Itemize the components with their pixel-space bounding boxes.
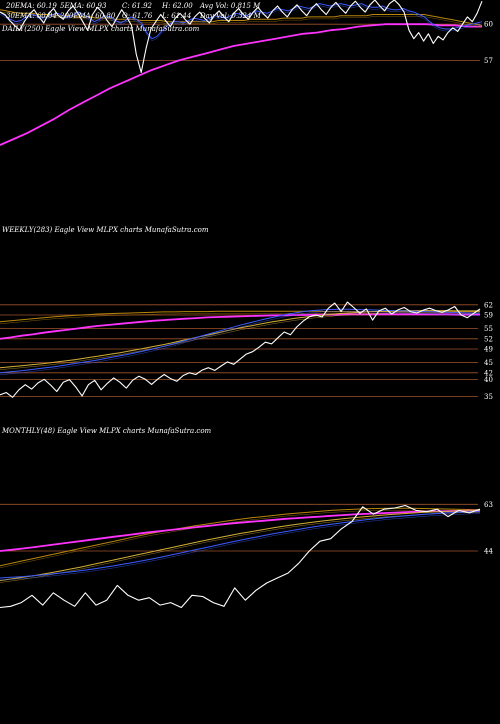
weekly-tick-label-6: 42 bbox=[484, 369, 493, 377]
weekly-tick-label-7: 40 bbox=[484, 376, 493, 384]
monthly-series-line-0 bbox=[0, 504, 481, 609]
ema-mid-bottom-label: 200EMA: 60.80 bbox=[60, 12, 116, 20]
daily-series-shadow-2 bbox=[0, 11, 483, 28]
monthly-caption: MONTHLY(48) Eagle View MLPX charts Munaf… bbox=[2, 427, 212, 435]
weekly-tick-label-3: 52 bbox=[484, 335, 493, 343]
weekly-tick-label-8: 35 bbox=[484, 393, 493, 401]
avg-vol-label: Avg Vol: 0.815 M bbox=[200, 2, 261, 10]
ema30-label: 30EMA: 60.04 bbox=[6, 12, 57, 20]
monthly-series-line-2 bbox=[0, 509, 481, 581]
high-label: H: 62.00 bbox=[162, 2, 193, 10]
weekly-series-shadow-2 bbox=[0, 312, 480, 370]
ema20-label: 20EMA: 60.19 bbox=[6, 2, 57, 10]
daily-caption: DAILY(250) Eagle View MLPX charts Munafa… bbox=[2, 25, 200, 33]
weekly-series-line-1 bbox=[0, 308, 481, 374]
weekly-series-line-0 bbox=[0, 301, 481, 398]
weekly-tick-label-4: 49 bbox=[484, 346, 493, 354]
daily-series-shadow-1 bbox=[0, 5, 483, 42]
weekly-caption: WEEKLY(283) Eagle View MLPX charts Munaf… bbox=[2, 226, 209, 234]
daily-tick-label-1: 57 bbox=[484, 57, 493, 65]
daily-series-line-0 bbox=[0, 0, 483, 74]
weekly-tick-label-2: 55 bbox=[484, 325, 493, 333]
open-label: O: 61.76 bbox=[122, 12, 153, 20]
monthly-tick-label-0: 63 bbox=[484, 501, 493, 509]
weekly-series-line-3 bbox=[0, 313, 480, 340]
monthly-series-line-4 bbox=[0, 507, 481, 567]
weekly-tick-label-0: 62 bbox=[484, 301, 493, 309]
monthly-series-shadow-1 bbox=[0, 513, 481, 581]
weekly-tick-label-1: 59 bbox=[484, 312, 493, 320]
monthly-series-shadow-4 bbox=[0, 509, 481, 569]
close-label: C: 61.92 bbox=[122, 2, 152, 10]
daily-series-line-3 bbox=[0, 23, 482, 146]
monthly-series-line-1 bbox=[0, 511, 481, 579]
ema-mid-top-label: 5EMA: 60.93 bbox=[60, 2, 107, 10]
weekly-tick-label-5: 45 bbox=[484, 359, 493, 367]
monthly-tick-label-1: 44 bbox=[484, 548, 493, 556]
daily-tick-label-0: 60 bbox=[484, 21, 493, 29]
low-label: L: 61.44 bbox=[162, 12, 192, 20]
weekly-series-shadow-1 bbox=[0, 310, 481, 376]
day-vol-label: Day Vol: 0.324 M bbox=[200, 12, 261, 20]
weekly-series-line-4 bbox=[0, 310, 480, 323]
monthly-series-line-3 bbox=[0, 509, 480, 552]
